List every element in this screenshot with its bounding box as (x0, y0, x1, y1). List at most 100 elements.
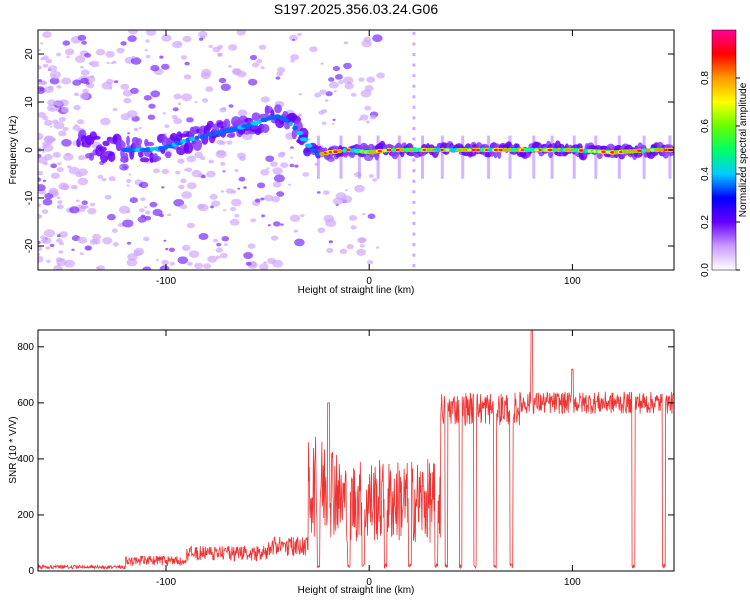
spectrogram-speckle (112, 60, 117, 64)
spectrogram-speckle (272, 167, 283, 175)
spectrogram-ylabel: Frequency (Hz) (8, 116, 19, 185)
spectrogram-y-tick-label: -10 (24, 190, 35, 205)
spectrogram-ridge-blob (145, 141, 155, 147)
spectrogram-speckle (42, 145, 47, 149)
spectrogram-speckle (52, 119, 59, 124)
spectrogram-ridge-peak (471, 148, 477, 152)
spectrogram-speckle (225, 188, 234, 194)
spectrogram-speckle (84, 52, 91, 58)
spectrogram-speckle (354, 184, 365, 193)
spectrogram-ridge-blob (291, 129, 298, 140)
spectrogram-ridge-core (278, 116, 285, 121)
colorbar-tick-label: 0.0 (700, 263, 711, 277)
spectrogram-speckle (130, 57, 142, 65)
spectrogram-speckle (216, 242, 222, 247)
spectrogram-speckle (129, 197, 138, 204)
spectrogram-ridge-blob (261, 124, 270, 133)
spectrogram-speckle (48, 85, 54, 90)
spectrogram-speckle (194, 262, 204, 269)
spectrogram-speckle (359, 244, 365, 248)
spectrogram-speckle (260, 169, 270, 176)
spectrogram-speckle (302, 172, 310, 177)
spectrogram-speckle (73, 92, 80, 97)
spectrogram-speckle (128, 173, 132, 176)
spectrogram-speckle (201, 98, 209, 103)
spectrogram-speckle (234, 169, 239, 172)
spectrogram-speckle (63, 153, 74, 161)
spectrogram-speckle (326, 247, 334, 253)
spectrogram-ridge-core (199, 134, 204, 139)
spectrogram-ridge-blob (153, 155, 162, 162)
spectrogram-speckle (184, 61, 190, 66)
spectrogram-speckle (40, 42, 44, 45)
spectrogram-speckle (237, 187, 241, 190)
spectrogram-ridge-blob (124, 152, 129, 163)
spectrogram-speckle (140, 214, 146, 218)
spectrogram-ridge-core (342, 148, 347, 153)
spectrogram-ridge-blob (264, 106, 273, 114)
spectrogram-speckle (356, 248, 367, 256)
spectrogram-speckle (47, 99, 57, 106)
spectrogram-y-tick-label: 0 (24, 147, 35, 153)
spectrogram-speckle (367, 260, 374, 265)
spectrogram-speckle (56, 196, 61, 199)
spectrogram-artifact (412, 42, 416, 46)
spectrogram-speckle (72, 79, 82, 86)
spectrogram-speckle (122, 219, 134, 228)
spectrogram-speckle (208, 159, 214, 164)
spectrogram-speckle (38, 65, 43, 70)
spectrogram-speckle (38, 241, 41, 244)
spectrogram-speckle (43, 229, 56, 238)
spectrogram-speckle (123, 97, 132, 104)
spectrogram-ridge-blob (274, 104, 282, 114)
spectrogram-speckle (59, 241, 64, 246)
spectrogram-ridge-peak (386, 148, 392, 152)
colorbar-ticks: 0.0 0.2 0.4 0.6 0.8 (700, 71, 740, 277)
spectrogram-speckle (70, 184, 78, 190)
spectrogram-ridge-blob (251, 112, 261, 121)
spectrogram-speckle (333, 90, 337, 93)
spectrogram-speckle (221, 236, 230, 242)
spectrogram-speckle (372, 34, 383, 42)
spectrogram-speckle (164, 124, 170, 128)
spectrogram-speckle (183, 168, 187, 171)
spectrogram-speckle (202, 263, 212, 269)
spectrogram-speckle (263, 261, 267, 265)
spectrogram-speckle (198, 233, 209, 240)
spectrogram-artifact (412, 105, 416, 109)
spectrogram-speckle (77, 34, 87, 41)
spectrogram-speckle (142, 266, 152, 270)
spectrogram-xlabel: Height of straight line (km) (298, 285, 415, 296)
spectrogram-speckle (294, 238, 305, 247)
spectrogram-speckle (56, 238, 63, 243)
spectrogram-speckle (200, 174, 206, 179)
spectrogram-speckle (272, 181, 282, 188)
spectrogram-ridge-peak (565, 148, 571, 152)
spectrogram-speckle (38, 255, 44, 263)
spectrogram-speckle (85, 82, 90, 85)
spectrogram-speckle (41, 209, 49, 215)
spectrogram-streak (508, 135, 512, 179)
spectrogram-speckle (358, 118, 362, 121)
spectrogram-speckle (261, 214, 266, 218)
spectrogram-speckle (87, 207, 97, 215)
spectrogram-speckle (60, 184, 70, 191)
spectrogram-speckle (263, 194, 274, 202)
spectrogram-speckle (212, 238, 219, 243)
spectrogram-speckle (219, 140, 226, 145)
snr-y-tick-label: 600 (17, 398, 34, 409)
spectrogram-speckle (105, 50, 115, 58)
spectrogram-speckle (183, 74, 192, 80)
spectrogram-speckle (97, 174, 104, 179)
colorbar-frame (711, 29, 737, 271)
spectrogram-speckle (133, 250, 143, 257)
spectrogram-ridge-blob (139, 157, 150, 163)
spectrogram-speckle (145, 30, 157, 36)
spectrogram-speckle (224, 243, 228, 247)
spectrogram-speckle (165, 247, 169, 251)
spectrogram-speckle (42, 31, 52, 38)
spectrogram-speckle (289, 163, 295, 168)
snr-xlabel: Height of straight line (km) (298, 585, 415, 596)
spectrogram-ridge-blob (206, 120, 214, 128)
spectrogram-speckle (149, 201, 158, 208)
